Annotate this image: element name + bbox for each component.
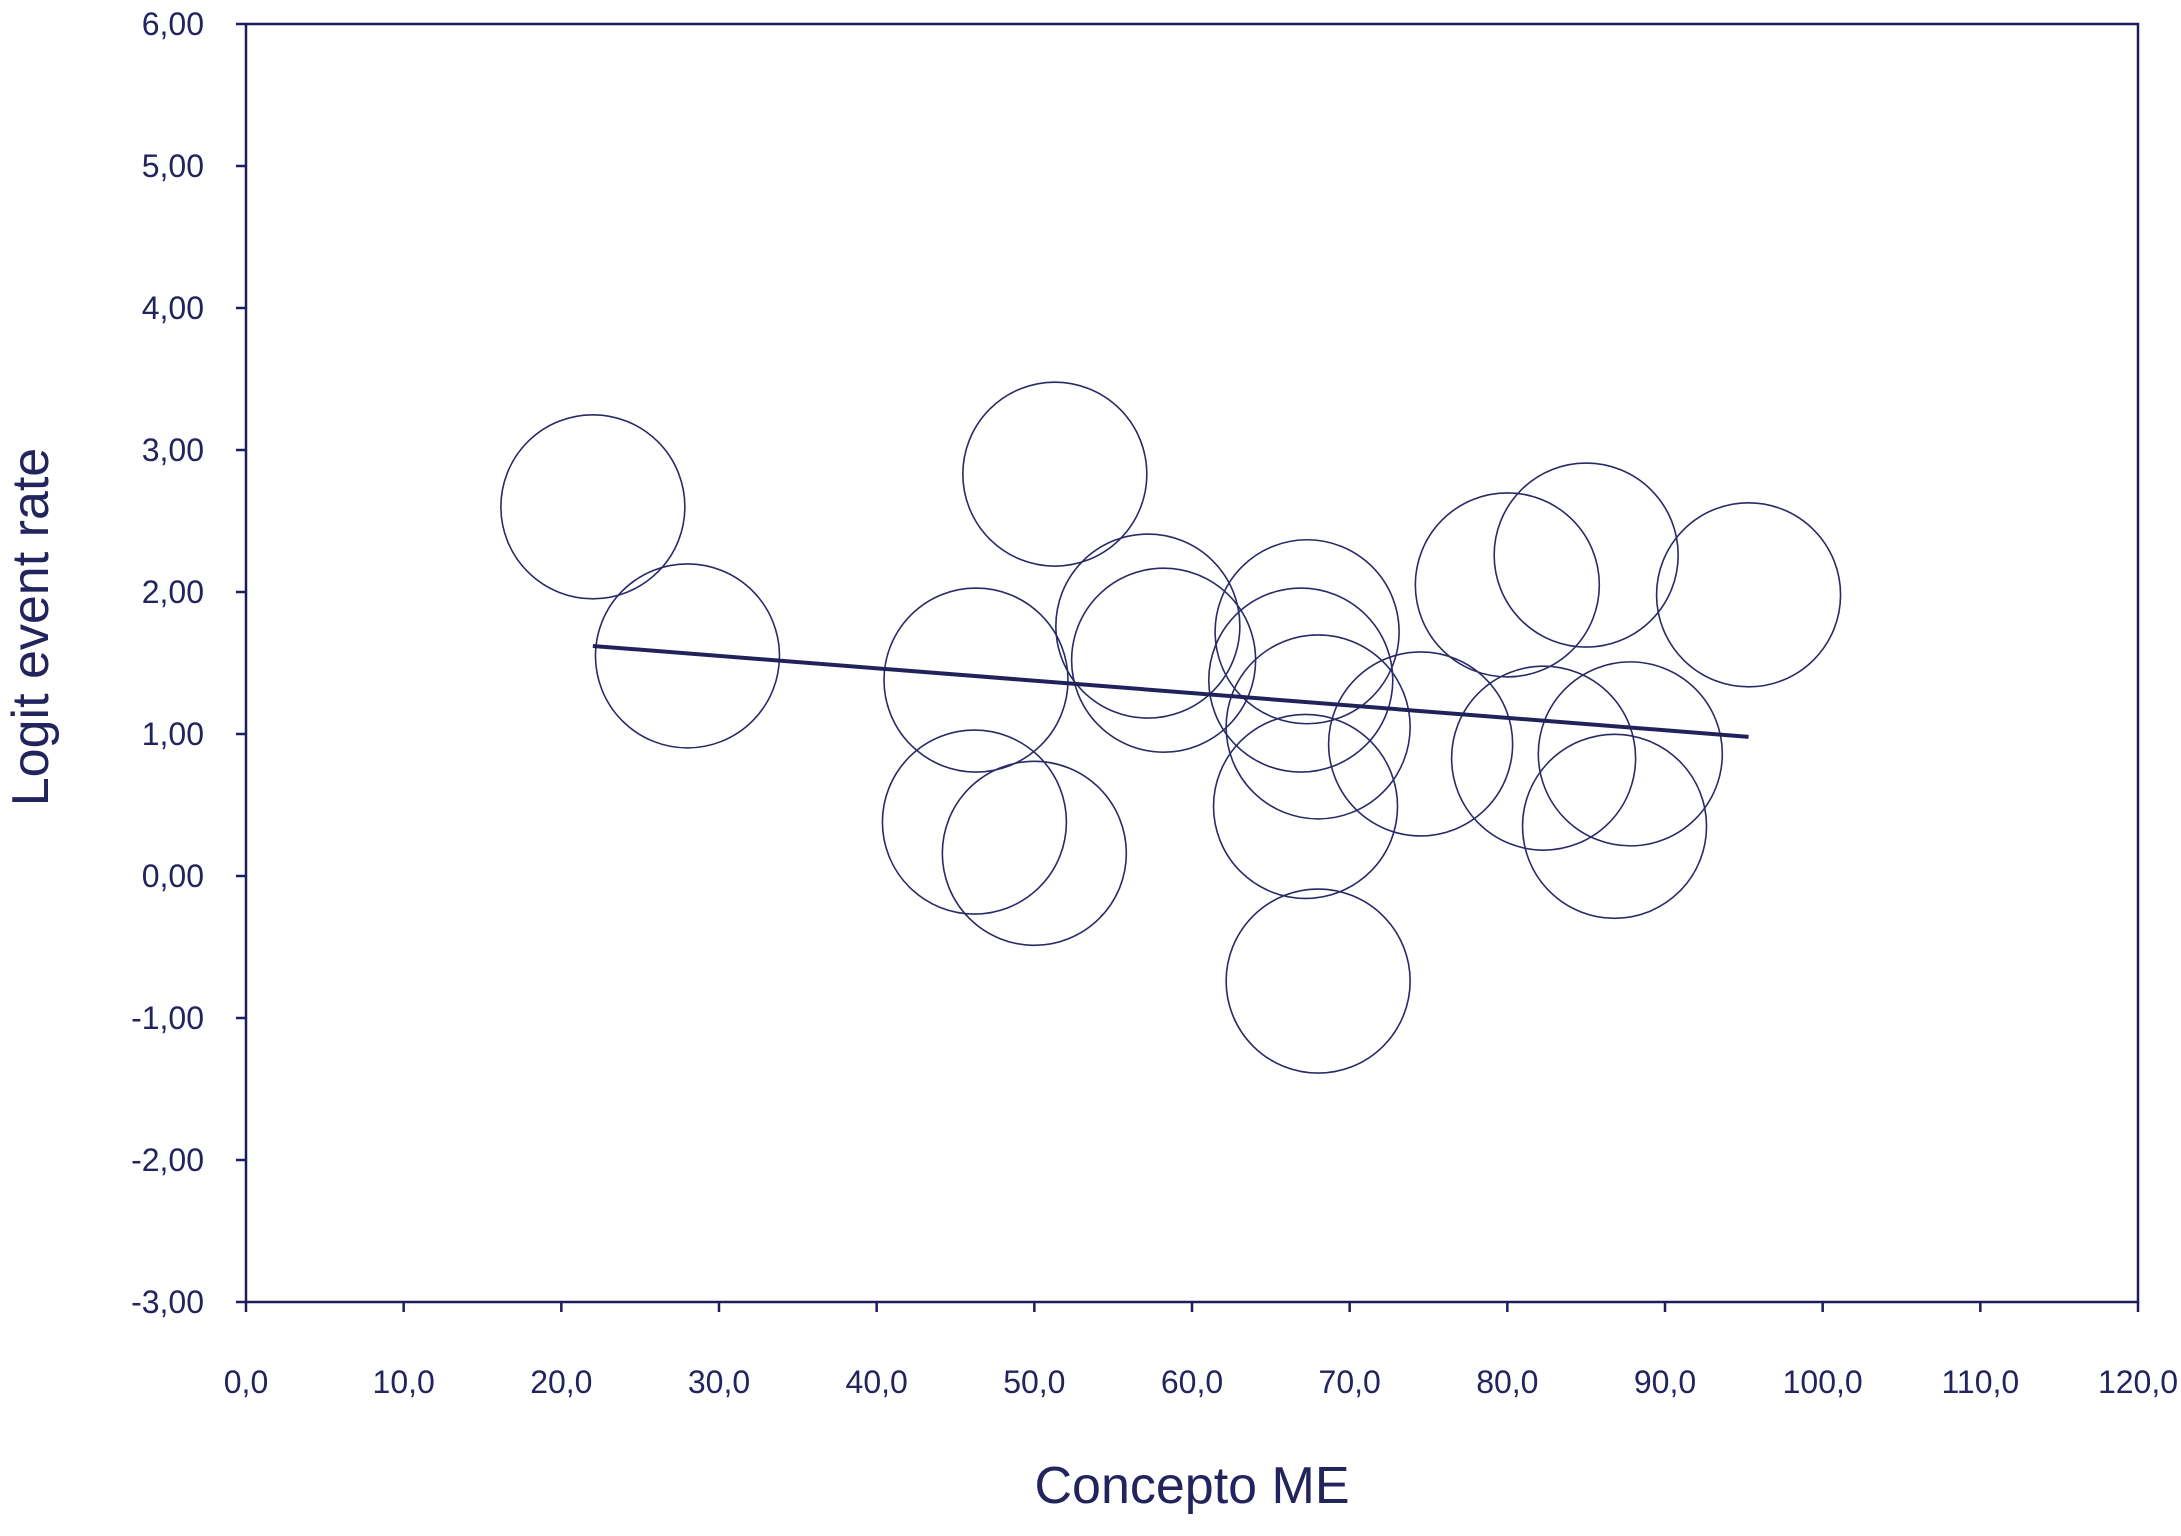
x-tick-label: 70,0: [1319, 1364, 1381, 1400]
data-bubble: [883, 587, 1069, 773]
data-bubble: [500, 413, 686, 600]
data-bubble: [1655, 502, 1842, 688]
x-tick-label: 60,0: [1161, 1364, 1223, 1400]
data-bubble: [1070, 567, 1257, 753]
x-tick-label: 30,0: [688, 1364, 750, 1400]
y-tick-label: 1,00: [142, 716, 204, 752]
x-tick-label: 20,0: [530, 1364, 592, 1400]
x-axis-title: Concepto ME: [1034, 1457, 1349, 1515]
data-bubble: [1225, 634, 1411, 820]
y-tick-label: 4,00: [142, 290, 204, 326]
y-tick-label: -3,00: [131, 1284, 204, 1320]
data-bubble: [941, 760, 1128, 947]
x-tick-label: 50,0: [1003, 1364, 1065, 1400]
data-bubble: [1493, 462, 1679, 648]
y-axis: -3,00 -2,00 -1,00 0,00 1,00 2,00 3,00 4,00 5,00 6…: [131, 6, 246, 1320]
y-tick-label: -2,00: [131, 1142, 204, 1178]
data-bubble: [1327, 651, 1514, 837]
x-tick-label: 90,0: [1634, 1364, 1696, 1400]
y-tick-label: 5,00: [142, 148, 204, 184]
regression-line: [592, 643, 1749, 739]
data-bubble: [1537, 661, 1724, 847]
y-tick-label: 3,00: [142, 432, 204, 468]
data-bubble: [1521, 733, 1708, 920]
data-bubble: [1214, 538, 1400, 725]
y-tick-label: 0,00: [142, 858, 204, 894]
data-bubble: [1055, 533, 1241, 719]
data-bubble: [1414, 492, 1601, 678]
x-axis: 0,0 10,0 20,0 30,0 40,0 50,0 60,0 70,0 80,0 90,0 1…: [224, 1302, 2178, 1400]
data-bubble: [594, 563, 781, 749]
data-bubble: [962, 381, 1148, 567]
data-bubble: [1450, 665, 1637, 851]
x-tick-label: 80,0: [1476, 1364, 1538, 1400]
x-tick-label: 10,0: [373, 1364, 435, 1400]
x-tick-label: 100,0: [1783, 1364, 1863, 1400]
x-tick-label: 110,0: [1941, 1364, 2019, 1400]
x-tick-label: 40,0: [846, 1364, 908, 1400]
x-tick-label: 0,0: [224, 1364, 268, 1400]
data-bubble: [1225, 888, 1411, 1074]
y-tick-label: -1,00: [131, 1000, 204, 1036]
data-bubble: [1207, 587, 1394, 773]
plot-frame: [244, 22, 2140, 1304]
data-bubble: [881, 729, 1068, 915]
bubbles: [500, 381, 1842, 1074]
y-tick-label: 2,00: [142, 574, 204, 610]
y-tick-label: 6,00: [142, 6, 204, 42]
data-bubble: [1212, 713, 1399, 900]
x-tick-label: 120,0: [2098, 1364, 2178, 1400]
y-axis-title: Logit event rate: [2, 448, 60, 806]
